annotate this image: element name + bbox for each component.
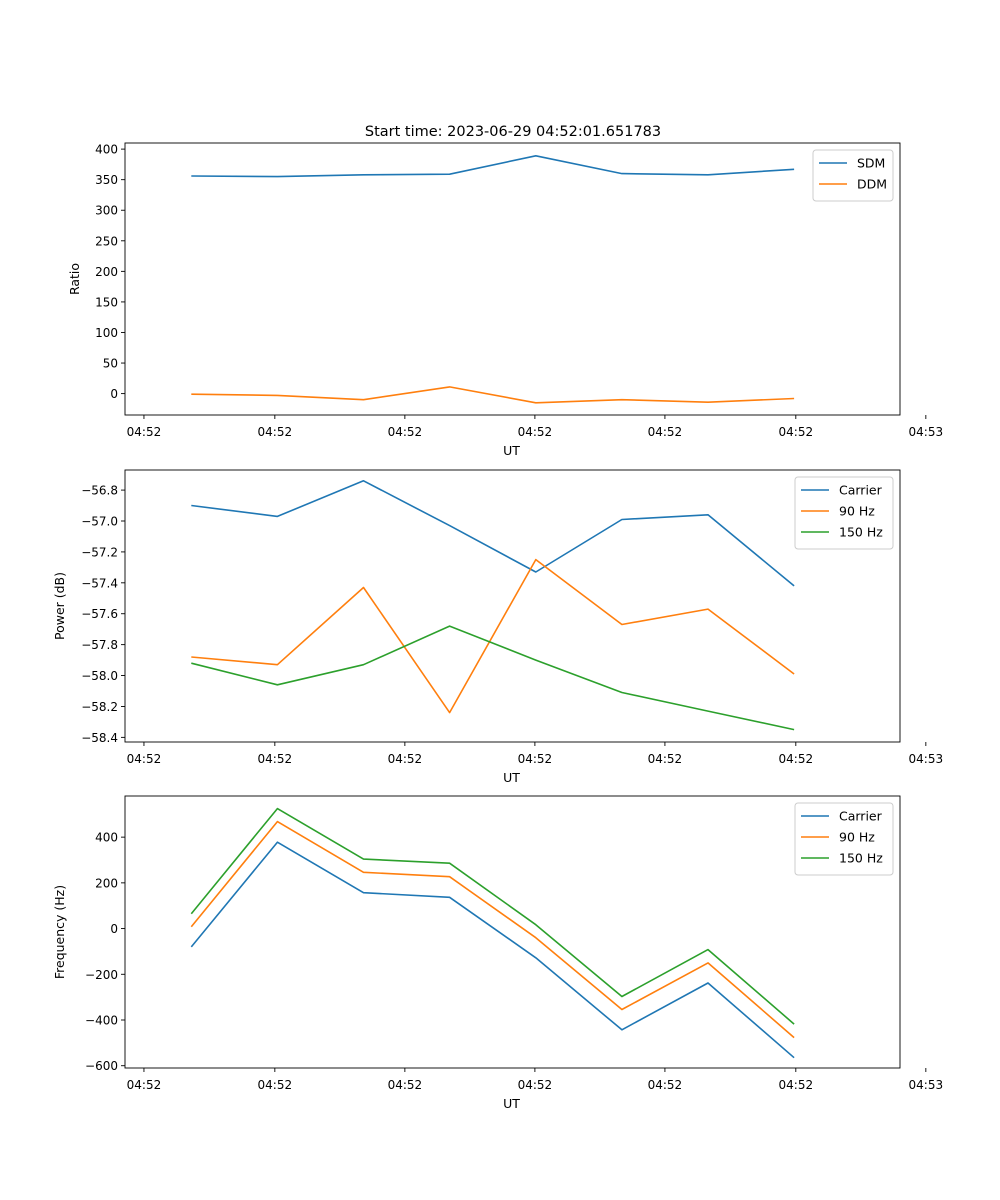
y-tick-label: −56.8: [81, 484, 118, 498]
y-tick-label: 200: [95, 265, 118, 279]
y-tick-label: −58.4: [81, 731, 118, 745]
x-axis-label: UT: [503, 770, 520, 785]
legend-label: Carrier: [839, 809, 883, 824]
y-tick-label: −57.8: [81, 638, 118, 652]
y-tick-label: −400: [85, 1014, 118, 1028]
x-tick-label: 04:52: [127, 1078, 162, 1092]
plot-area-frame: [124, 142, 901, 416]
x-tick-label: 04:52: [518, 425, 553, 439]
y-tick-label: 400: [95, 143, 118, 157]
x-tick-label: 04:52: [388, 425, 423, 439]
y-tick-label: −57.2: [81, 545, 118, 559]
y-axis-label: Frequency (Hz): [52, 885, 67, 979]
series-line-150-hz: [190, 807, 795, 1025]
legend: Carrier 90 Hz 150 Hz: [794, 802, 894, 876]
legend-label: Carrier: [839, 483, 883, 498]
series-line-sdm: [191, 155, 795, 178]
y-tick-label: 0: [110, 922, 118, 936]
x-tick-label: 04:52: [258, 425, 293, 439]
x-tick-label: 04:52: [518, 752, 553, 766]
x-tick-label: 04:52: [388, 752, 423, 766]
chart-panels: 0 50 100 150 200 250 300 350 400 04:52 04:52 04:52 0…: [52, 142, 944, 1111]
plot-area-frame: [124, 469, 901, 743]
legend-box: [794, 476, 894, 550]
x-tick-label: 04:53: [909, 752, 944, 766]
figure-title: Start time: 2023-06-29 04:52:01.651783: [365, 124, 661, 140]
y-tick-label: 300: [95, 204, 118, 218]
series-line-carrier: [190, 841, 795, 1059]
y-tick-label: −57.0: [81, 515, 118, 529]
x-axis-label: UT: [503, 443, 520, 458]
x-tick-label: 04:52: [388, 1078, 423, 1092]
legend-label: DDM: [857, 177, 887, 192]
x-tick-label: 04:53: [909, 1078, 944, 1092]
y-axis-label: Ratio: [67, 263, 82, 295]
x-tick-label: 04:52: [127, 752, 162, 766]
plot-area-frame: [124, 795, 901, 1069]
y-tick-label: −200: [85, 968, 118, 982]
y-tick-label: 0: [110, 387, 118, 401]
legend-label: 90 Hz: [839, 504, 875, 519]
legend: Carrier 90 Hz 150 Hz: [794, 476, 894, 550]
y-tick-label: −58.0: [81, 669, 118, 683]
x-tick-label: 04:52: [258, 752, 293, 766]
x-tick-label: 04:52: [127, 425, 162, 439]
y-tick-label: −57.6: [81, 607, 118, 621]
legend-label: SDM: [857, 156, 885, 171]
legend-label: 150 Hz: [839, 525, 883, 540]
series-line-90-hz: [191, 558, 795, 714]
x-tick-label: 04:52: [779, 752, 814, 766]
legend-box: [794, 802, 894, 876]
panel-3: −600 −400 −200 0 200 400 04:52 04:52 04:52 04:52 0…: [52, 795, 944, 1111]
series-line-90-hz: [190, 820, 795, 1039]
legend-label: 90 Hz: [839, 830, 875, 845]
y-tick-label: 250: [95, 234, 118, 248]
x-tick-label: 04:52: [648, 752, 683, 766]
series-line-ddm: [191, 386, 795, 404]
series-line-carrier: [191, 479, 795, 587]
y-tick-label: 350: [95, 173, 118, 187]
y-tick-label: 100: [95, 326, 118, 340]
y-tick-label: 50: [103, 357, 118, 371]
panel-1: 0 50 100 150 200 250 300 350 400 04:52 04:52 04:52 0…: [67, 142, 944, 458]
x-tick-label: 04:52: [648, 1078, 683, 1092]
y-tick-label: −57.4: [81, 576, 118, 590]
series-line-150-hz: [191, 625, 795, 731]
legend-label: 150 Hz: [839, 851, 883, 866]
x-axis-label: UT: [503, 1096, 520, 1111]
x-tick-label: 04:52: [779, 425, 814, 439]
y-tick-label: −58.2: [81, 700, 118, 714]
x-tick-label: 04:52: [258, 1078, 293, 1092]
x-tick-label: 04:52: [648, 425, 683, 439]
y-tick-label: 400: [95, 831, 118, 845]
y-tick-label: −600: [85, 1059, 118, 1073]
y-tick-label: 150: [95, 295, 118, 309]
x-tick-label: 04:52: [518, 1078, 553, 1092]
x-tick-label: 04:52: [779, 1078, 814, 1092]
y-axis-label: Power (dB): [52, 572, 67, 640]
legend: SDM DDM: [812, 149, 894, 202]
y-tick-label: 200: [95, 876, 118, 890]
x-tick-label: 04:53: [909, 425, 944, 439]
panel-2: −58.4 −58.2 −58.0 −57.8 −57.6 −57.4 −57.2 −57.0…: [52, 469, 944, 785]
